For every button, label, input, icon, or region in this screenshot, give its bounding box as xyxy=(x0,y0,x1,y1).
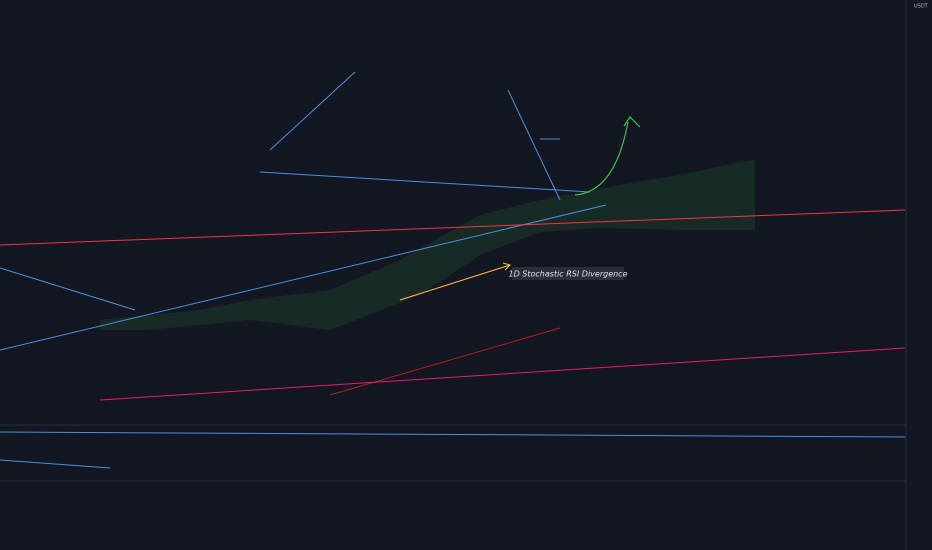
trend-line xyxy=(0,267,136,311)
trend-line xyxy=(329,327,561,396)
cloud xyxy=(100,160,755,330)
trend-line xyxy=(259,171,591,193)
arrow-head xyxy=(502,262,511,271)
price-axis xyxy=(906,0,932,550)
trend-line xyxy=(0,209,906,246)
annotation-box xyxy=(512,267,624,280)
trend-line xyxy=(269,71,356,151)
annotation: 1D Stochastic RSI Divergence xyxy=(509,267,628,280)
arrow xyxy=(574,121,629,196)
annotation-text: 1D Stochastic RSI Divergence xyxy=(509,270,628,279)
arrow xyxy=(399,264,511,301)
arrow-head xyxy=(623,116,641,128)
trend-line xyxy=(0,204,607,351)
currency: USDT xyxy=(914,4,929,10)
trend-line xyxy=(0,459,111,469)
trend-line xyxy=(0,431,906,438)
trend-line xyxy=(507,89,561,201)
trend-line xyxy=(99,347,906,401)
drawings xyxy=(0,71,906,469)
